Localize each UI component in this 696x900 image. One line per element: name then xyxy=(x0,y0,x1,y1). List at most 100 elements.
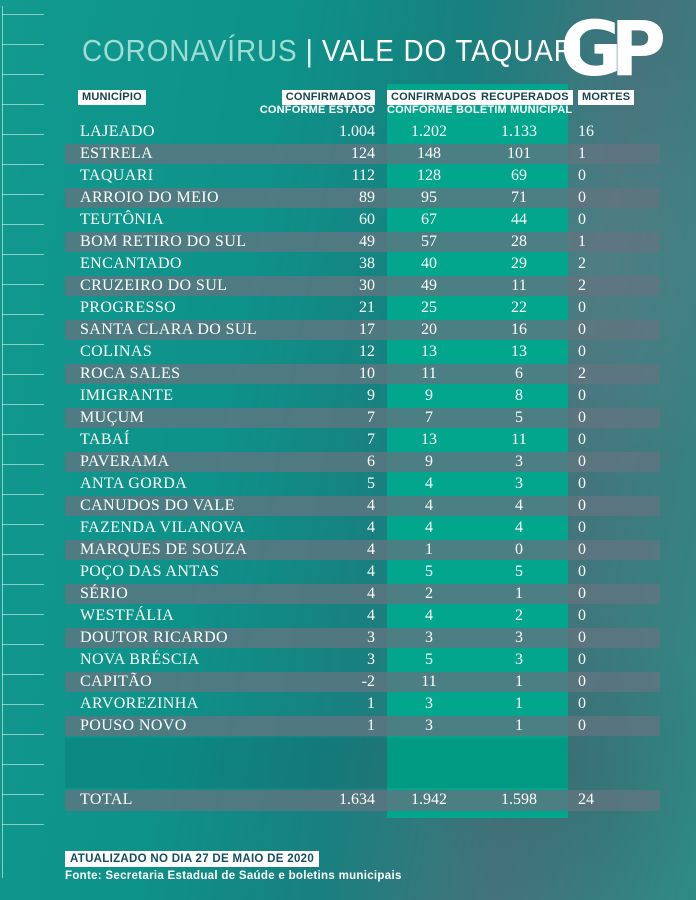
confirmados-estado-cell: 4 xyxy=(367,497,375,514)
municipality-cell: TEUTÔNIA xyxy=(80,211,165,228)
table-row: MUÇUM 7 7 5 0 xyxy=(0,407,696,429)
mortes-cell: 0 xyxy=(578,717,586,734)
recuperados-cell: 22 xyxy=(511,299,527,316)
confirmados-municipal-cell: 3 xyxy=(425,695,433,712)
confirmados-municipal-cell: 5 xyxy=(425,651,433,668)
confirmados-estado-cell: 1 xyxy=(367,717,375,734)
mortes-cell: 0 xyxy=(578,409,586,426)
source-label: Fonte: Secretaria Estadual de Saúde e bo… xyxy=(65,870,402,882)
mortes-cell: 0 xyxy=(578,519,586,536)
mortes-cell: 16 xyxy=(578,123,594,140)
confirmados-estado-cell: 1 xyxy=(367,695,375,712)
recuperados-cell: 1 xyxy=(515,585,523,602)
table-row: SANTA CLARA DO SUL 17 20 16 0 xyxy=(0,319,696,341)
mortes-cell: 1 xyxy=(578,145,586,162)
municipality-cell: CAPITÃO xyxy=(80,673,153,690)
table-row: TEUTÔNIA 60 67 44 0 xyxy=(0,209,696,231)
confirmados-estado-cell: 4 xyxy=(367,563,375,580)
confirmados-municipal-cell: 5 xyxy=(425,563,433,580)
page-title: CORONAVÍRUS | VALE DO TAQUARI xyxy=(82,34,583,68)
confirmados-estado-cell: 60 xyxy=(359,211,375,228)
municipality-cell: PAVERAMA xyxy=(80,453,170,470)
table-row: TABAÍ 7 13 11 0 xyxy=(0,429,696,451)
table-row: POÇO DAS ANTAS 4 5 5 0 xyxy=(0,561,696,583)
confirmados-estado-cell: 9 xyxy=(367,387,375,404)
municipality-cell: CRUZEIRO DO SUL xyxy=(80,277,228,294)
table-row: TAQUARI 112 128 69 0 xyxy=(0,165,696,187)
confirmados-estado-cell: 6 xyxy=(367,453,375,470)
total-recuperados: 1.598 xyxy=(501,791,537,808)
confirmados-municipal-cell: 9 xyxy=(425,453,433,470)
total-label: TOTAL xyxy=(80,791,133,808)
confirmados-municipal-cell: 57 xyxy=(421,233,437,250)
mortes-cell: 0 xyxy=(578,475,586,492)
table-row: CAPITÃO -2 11 1 0 xyxy=(0,671,696,693)
total-confirmados-municipal: 1.942 xyxy=(411,791,447,808)
confirmados-estado-cell: 21 xyxy=(359,299,375,316)
municipality-cell: POÇO DAS ANTAS xyxy=(80,563,220,580)
confirmados-municipal-cell: 3 xyxy=(425,629,433,646)
confirmados-estado-cell: 4 xyxy=(367,519,375,536)
municipality-cell: IMIGRANTE xyxy=(80,387,174,404)
column-header-confirmados-estado: CONFIRMADOS xyxy=(281,87,375,105)
title-region: VALE DO TAQUARI xyxy=(321,33,584,68)
mortes-cell: 0 xyxy=(578,563,586,580)
recuperados-cell: 2 xyxy=(515,607,523,624)
recuperados-cell: 101 xyxy=(507,145,531,162)
recuperados-cell: 3 xyxy=(515,629,523,646)
confirmados-municipal-cell: 13 xyxy=(421,343,437,360)
table-row: ANTA GORDA 5 4 3 0 xyxy=(0,473,696,495)
municipality-cell: ROCA SALES xyxy=(80,365,181,382)
recuperados-cell: 5 xyxy=(515,563,523,580)
municipality-cell: PROGRESSO xyxy=(80,299,177,316)
confirmados-municipal-cell: 9 xyxy=(425,387,433,404)
confirmados-estado-cell: 4 xyxy=(367,607,375,624)
table-row: WESTFÁLIA 4 4 2 0 xyxy=(0,605,696,627)
mortes-cell: 0 xyxy=(578,651,586,668)
table-row: COLINAS 12 13 13 0 xyxy=(0,341,696,363)
table-row: PROGRESSO 21 25 22 0 xyxy=(0,297,696,319)
confirmados-municipal-cell: 1 xyxy=(425,541,433,558)
table-row: ARVOREZINHA 1 3 1 0 xyxy=(0,693,696,715)
confirmados-municipal-cell: 11 xyxy=(421,365,437,382)
table-row: ENCANTADO 38 40 29 2 xyxy=(0,253,696,275)
recuperados-cell: 16 xyxy=(511,321,527,338)
confirmados-estado-cell: 7 xyxy=(367,431,375,448)
table-rows: LAJEADO 1.004 1.202 1.133 16 ESTRELA 124… xyxy=(0,121,696,737)
mortes-cell: 2 xyxy=(578,365,586,382)
recuperados-cell: 44 xyxy=(511,211,527,228)
table-row: POUSO NOVO 1 3 1 0 xyxy=(0,715,696,737)
confirmados-municipal-cell: 2 xyxy=(425,585,433,602)
confirmados-estado-cell: 10 xyxy=(359,365,375,382)
municipality-cell: DOUTOR RICARDO xyxy=(80,629,228,646)
confirmados-estado-cell: -2 xyxy=(361,673,375,690)
recuperados-cell: 8 xyxy=(515,387,523,404)
confirmados-estado-cell: 4 xyxy=(367,541,375,558)
table-row: ESTRELA 124 148 101 1 xyxy=(0,143,696,165)
total-confirmados-estado: 1.634 xyxy=(339,791,375,808)
mortes-cell: 0 xyxy=(578,607,586,624)
table-row: LAJEADO 1.004 1.202 1.133 16 xyxy=(0,121,696,143)
municipality-cell: ARROIO DO MEIO xyxy=(80,189,219,206)
table-row: ROCA SALES 10 11 6 2 xyxy=(0,363,696,385)
confirmados-estado-cell: 1.004 xyxy=(339,123,375,140)
municipality-cell: ESTRELA xyxy=(80,145,154,162)
updated-date-label: ATUALIZADO NO DIA 27 DE MAIO DE 2020 xyxy=(65,851,320,867)
confirmados-estado-cell: 3 xyxy=(367,629,375,646)
recuperados-cell: 11 xyxy=(511,431,527,448)
mortes-cell: 0 xyxy=(578,189,586,206)
confirmados-estado-cell: 7 xyxy=(367,409,375,426)
table-gap-shade xyxy=(65,738,568,788)
recuperados-cell: 3 xyxy=(515,475,523,492)
recuperados-cell: 69 xyxy=(511,167,527,184)
recuperados-cell: 5 xyxy=(515,409,523,426)
confirmados-estado-cell: 112 xyxy=(351,167,375,184)
confirmados-estado-cell: 38 xyxy=(359,255,375,272)
table-row: NOVA BRÉSCIA 3 5 3 0 xyxy=(0,649,696,671)
confirmados-municipal-cell: 20 xyxy=(421,321,437,338)
recuperados-cell: 0 xyxy=(515,541,523,558)
confirmados-estado-cell: 30 xyxy=(359,277,375,294)
gp-logo: GP xyxy=(559,4,666,93)
confirmados-municipal-cell: 11 xyxy=(421,673,437,690)
confirmados-estado-cell: 5 xyxy=(367,475,375,492)
